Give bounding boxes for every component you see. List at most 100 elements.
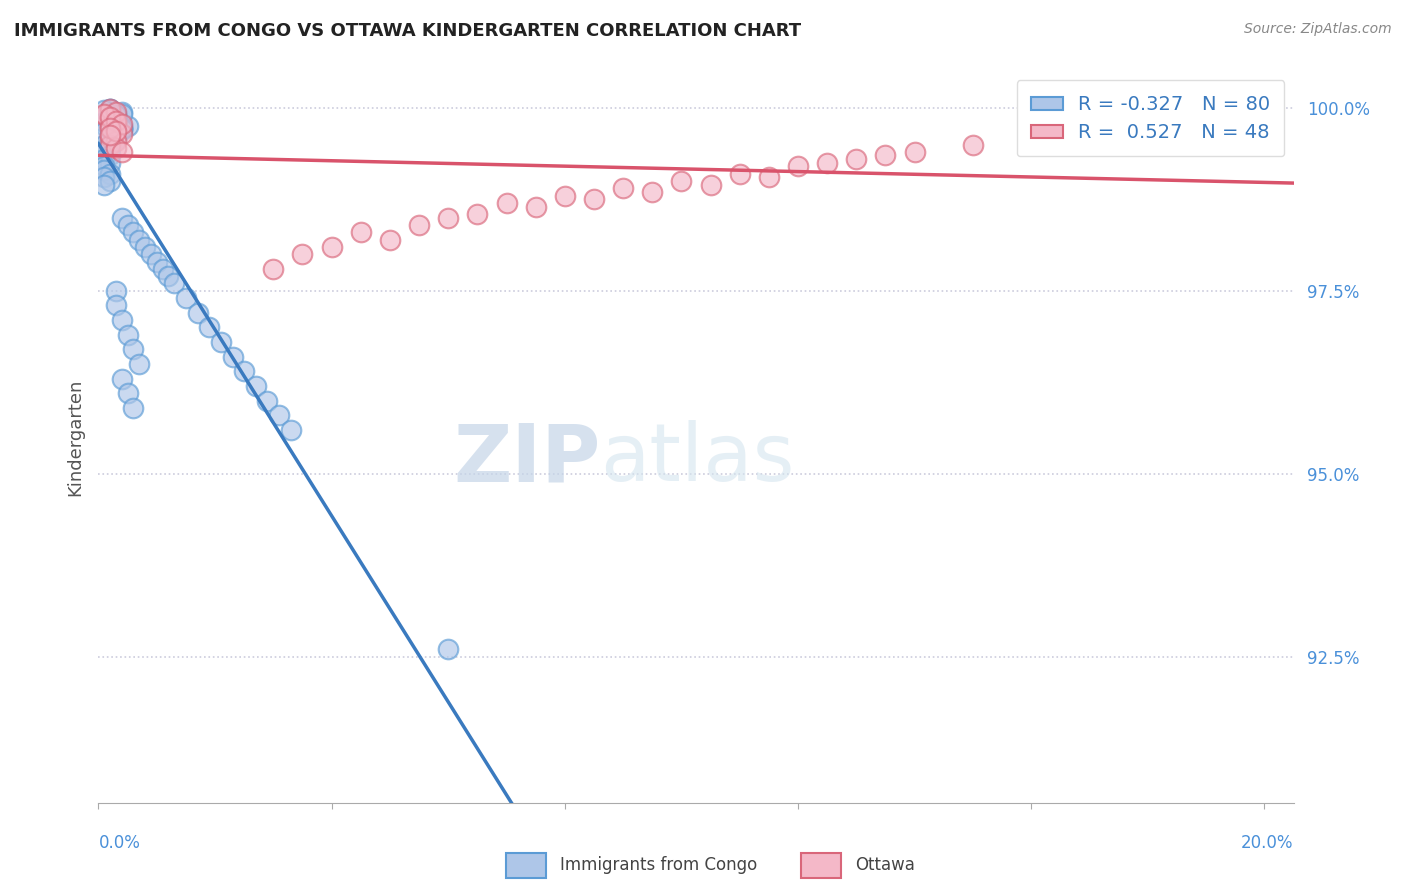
- Point: [233, 364, 256, 378]
- Point: [209, 334, 232, 349]
- Point: [122, 343, 145, 357]
- Point: [262, 261, 284, 276]
- Point: [128, 233, 150, 247]
- Point: [93, 119, 115, 133]
- Point: [495, 196, 517, 211]
- Point: [117, 119, 139, 133]
- Point: [437, 211, 460, 225]
- Point: [93, 145, 115, 159]
- Point: [134, 240, 156, 254]
- Point: [98, 108, 121, 122]
- Point: [98, 148, 121, 162]
- Point: [98, 174, 121, 188]
- Point: [117, 386, 139, 401]
- Point: [98, 110, 121, 124]
- Point: [104, 115, 127, 129]
- Point: [198, 320, 221, 334]
- Point: [111, 371, 134, 385]
- Point: [903, 145, 925, 159]
- Point: [256, 393, 278, 408]
- Text: IMMIGRANTS FROM CONGO VS OTTAWA KINDERGARTEN CORRELATION CHART: IMMIGRANTS FROM CONGO VS OTTAWA KINDERGA…: [14, 22, 801, 40]
- Point: [98, 103, 121, 117]
- Point: [524, 200, 547, 214]
- Point: [1136, 127, 1159, 141]
- Point: [728, 167, 751, 181]
- Point: [582, 192, 605, 206]
- Point: [104, 114, 127, 128]
- Point: [104, 112, 127, 126]
- Point: [111, 117, 134, 131]
- Point: [98, 141, 121, 155]
- Point: [122, 225, 145, 239]
- Point: [98, 134, 121, 148]
- Point: [104, 124, 127, 138]
- Point: [93, 103, 115, 117]
- Point: [104, 107, 127, 121]
- Point: [104, 141, 127, 155]
- Point: [221, 350, 243, 364]
- Text: Ottawa: Ottawa: [855, 856, 915, 874]
- Point: [104, 110, 127, 124]
- Point: [321, 240, 343, 254]
- Point: [98, 112, 121, 126]
- Text: Source: ZipAtlas.com: Source: ZipAtlas.com: [1244, 22, 1392, 37]
- Point: [98, 103, 121, 117]
- Point: [104, 115, 127, 129]
- Point: [93, 125, 115, 139]
- Point: [93, 108, 115, 122]
- Point: [671, 174, 693, 188]
- Point: [93, 152, 115, 166]
- Point: [98, 167, 121, 181]
- Point: [93, 107, 115, 121]
- Text: ZIP: ZIP: [453, 420, 600, 498]
- Point: [98, 103, 121, 118]
- Point: [98, 130, 121, 145]
- Point: [98, 128, 121, 142]
- Point: [104, 108, 127, 122]
- Point: [93, 178, 115, 192]
- Point: [111, 127, 134, 141]
- Point: [350, 225, 373, 239]
- Point: [152, 261, 174, 276]
- Point: [98, 119, 121, 133]
- Point: [612, 181, 634, 195]
- Point: [163, 277, 186, 291]
- Point: [98, 130, 121, 145]
- Legend: R = -0.327   N = 80, R =  0.527   N = 48: R = -0.327 N = 80, R = 0.527 N = 48: [1017, 80, 1285, 156]
- Point: [641, 185, 664, 199]
- Point: [875, 148, 897, 162]
- Point: [104, 111, 127, 125]
- Point: [98, 128, 121, 142]
- Point: [378, 233, 401, 247]
- Point: [1078, 130, 1101, 145]
- Point: [111, 211, 134, 225]
- Point: [111, 104, 134, 119]
- Point: [117, 218, 139, 232]
- Point: [93, 115, 115, 129]
- Point: [104, 124, 127, 138]
- Point: [98, 109, 121, 123]
- Point: [408, 218, 430, 232]
- Point: [104, 123, 127, 137]
- Point: [104, 127, 127, 141]
- Point: [104, 298, 127, 312]
- Point: [111, 121, 134, 136]
- Point: [98, 102, 121, 116]
- Point: [962, 137, 984, 152]
- Point: [758, 170, 780, 185]
- Point: [98, 106, 121, 120]
- Point: [554, 188, 576, 202]
- Point: [1019, 134, 1042, 148]
- Point: [104, 131, 127, 145]
- Point: [104, 112, 127, 127]
- Point: [111, 122, 134, 136]
- Point: [128, 357, 150, 371]
- Point: [104, 284, 127, 298]
- Text: Immigrants from Congo: Immigrants from Congo: [560, 856, 756, 874]
- Point: [98, 137, 121, 152]
- Point: [98, 111, 121, 125]
- Point: [93, 170, 115, 185]
- Point: [845, 152, 868, 166]
- Text: atlas: atlas: [600, 420, 794, 498]
- Point: [93, 163, 115, 178]
